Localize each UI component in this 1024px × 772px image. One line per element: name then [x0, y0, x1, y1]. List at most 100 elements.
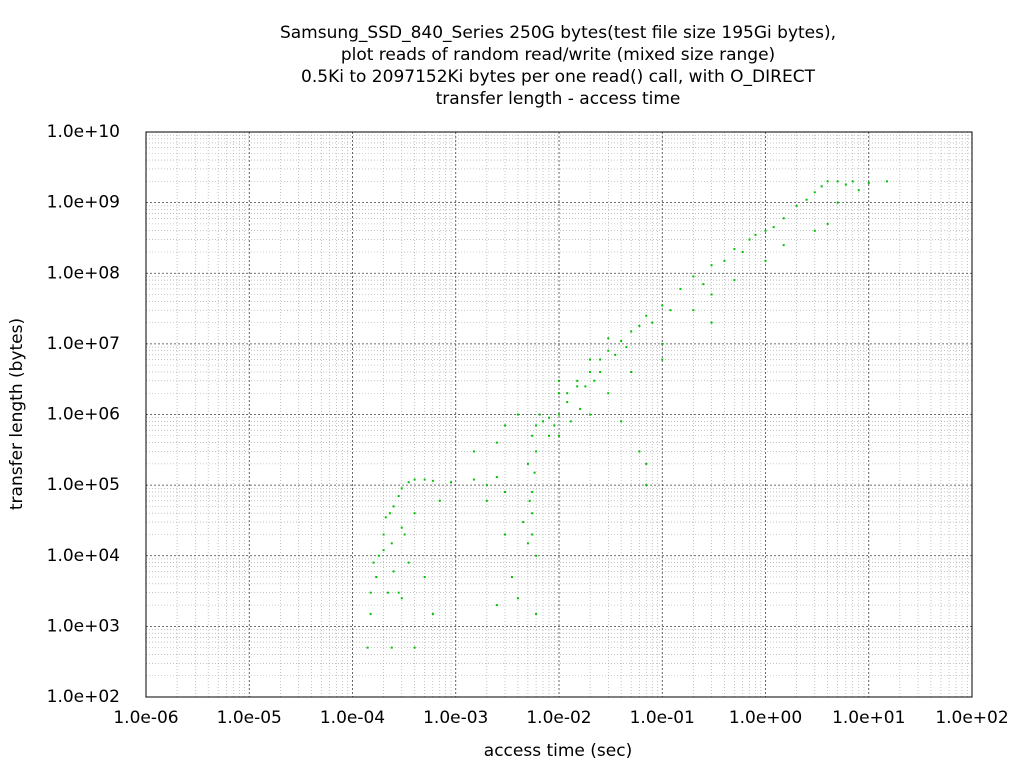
point [733, 279, 736, 282]
point [795, 204, 798, 207]
y-tick-label: 1.0e+02 [47, 687, 120, 707]
point [547, 434, 550, 437]
point [388, 512, 391, 515]
point [710, 321, 713, 324]
point [645, 462, 648, 465]
point [542, 420, 545, 423]
point [535, 554, 538, 557]
point [885, 180, 888, 183]
point [620, 339, 623, 342]
point [400, 597, 403, 600]
x-tick-label: 1.0e-05 [217, 708, 282, 728]
point [522, 521, 525, 524]
point [382, 549, 385, 552]
point [589, 370, 592, 373]
point [638, 324, 641, 327]
point [413, 512, 416, 515]
point [504, 533, 507, 536]
point [386, 591, 389, 594]
x-tick-label: 1.0e-03 [423, 708, 488, 728]
point [679, 287, 682, 290]
point [535, 424, 538, 427]
point [630, 330, 633, 333]
point [710, 293, 713, 296]
point [369, 591, 372, 594]
y-tick-label: 1.0e+04 [47, 546, 120, 566]
point [533, 471, 536, 474]
point [820, 185, 823, 188]
point [625, 346, 628, 349]
point [547, 416, 550, 419]
x-tick-label: 1.0e-06 [113, 708, 178, 728]
point [782, 217, 785, 220]
x-tick-label: 1.0e-02 [526, 708, 591, 728]
point [472, 450, 475, 453]
point [836, 180, 839, 183]
x-axis-label: access time (sec) [484, 741, 632, 761]
point [645, 484, 648, 487]
point [813, 191, 816, 194]
point [558, 392, 560, 395]
point [558, 413, 560, 416]
point [535, 450, 538, 453]
point [772, 226, 775, 229]
point [748, 238, 751, 241]
point [392, 570, 395, 573]
chart-title: Samsung_SSD_840_Series 250G bytes(test f… [280, 23, 836, 43]
point [531, 490, 534, 493]
point [813, 229, 816, 232]
point [423, 478, 426, 481]
point [504, 424, 507, 427]
point [692, 275, 695, 278]
point [372, 561, 375, 564]
point [366, 646, 369, 649]
point [566, 392, 569, 395]
point [645, 314, 648, 317]
point [651, 321, 654, 324]
point [531, 533, 534, 536]
point [384, 516, 387, 519]
point [526, 462, 529, 465]
plot-border [145, 131, 973, 698]
point [599, 358, 602, 361]
point [733, 248, 736, 251]
point [584, 385, 587, 388]
x-tick-label: 1.0e-04 [320, 708, 385, 728]
x-tick-label: 1.0e+02 [935, 708, 1008, 728]
point [607, 337, 610, 340]
point [397, 591, 400, 594]
point [504, 490, 507, 493]
point [382, 533, 385, 536]
x-tick-label: 1.0e-01 [630, 708, 695, 728]
point [495, 604, 498, 607]
point [516, 597, 519, 600]
y-tick-label: 1.0e+05 [47, 475, 120, 495]
point [558, 379, 560, 382]
point [638, 450, 641, 453]
point [407, 481, 410, 484]
y-tick-label: 1.0e+06 [47, 405, 120, 425]
point [535, 612, 538, 615]
point [782, 244, 785, 247]
point [485, 499, 488, 502]
point [576, 385, 579, 388]
point [450, 481, 453, 484]
point [836, 201, 839, 204]
point [826, 222, 829, 225]
point [431, 612, 434, 615]
point [589, 358, 592, 361]
point [607, 392, 610, 395]
point [390, 542, 393, 545]
point [754, 233, 757, 236]
point [531, 512, 534, 515]
point [630, 370, 633, 373]
point [438, 499, 441, 502]
point [669, 309, 672, 312]
point [589, 413, 592, 416]
point [579, 407, 582, 410]
point [593, 379, 596, 382]
point [397, 495, 400, 498]
point [661, 304, 664, 307]
point [702, 283, 705, 286]
